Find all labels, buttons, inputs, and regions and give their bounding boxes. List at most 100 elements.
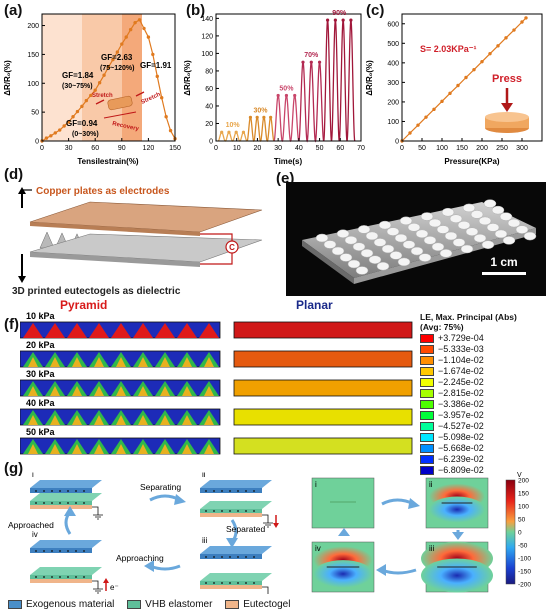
strain-data-point <box>106 65 111 69</box>
pressure-data-point <box>488 51 492 56</box>
fe-legend-swatch <box>420 356 434 366</box>
charge-dot <box>229 556 231 558</box>
eutectogel-layer <box>200 585 262 589</box>
capacitance-symbol: C <box>229 243 235 252</box>
pyramid-bump <box>360 248 374 258</box>
cycle-peak-point <box>227 130 231 134</box>
pyramid-stress <box>89 323 109 338</box>
charge-dot <box>67 576 69 578</box>
pyramid-stress-core <box>72 357 82 367</box>
strain-data-point <box>124 35 128 39</box>
stage-roman: iv <box>315 544 321 553</box>
charge-dot <box>205 582 207 584</box>
annot-range-30-75: (30~75%) <box>62 83 93 90</box>
colorbar-unit: V <box>517 472 522 479</box>
pyramid-stress <box>133 323 153 338</box>
charge-dot <box>43 502 45 504</box>
charge-dot <box>213 490 215 492</box>
y-tick-label: 100 <box>27 81 39 88</box>
pyramid-stress-core <box>138 415 148 425</box>
chart-c: 0 50 100 150 200 250 300 0 100 200 300 400 500 600 S=… <box>365 13 543 166</box>
charge-dot <box>75 576 77 578</box>
vhb-layer <box>30 567 102 575</box>
strain-data-point <box>128 27 133 32</box>
charge-dot <box>245 556 247 558</box>
pyramid-stress-core <box>116 415 126 425</box>
x-tick-label: 120 <box>143 145 155 152</box>
x-tick-label: 50 <box>316 145 324 152</box>
exogenous-plate <box>200 480 272 488</box>
pyramid-stress-core <box>94 357 104 367</box>
strain-data-point <box>44 136 49 140</box>
triboelectric-cycle: iiie⁻iiiive⁻SeparatingSeparatedApproachi… <box>8 472 279 594</box>
cycle-arrow-icon <box>381 568 417 575</box>
panel-label-d: (d) <box>4 166 24 183</box>
pyramid-bump <box>399 216 413 226</box>
pyramid-bump <box>441 207 455 217</box>
x-tick-label: 0 <box>214 145 218 152</box>
eutectogel-label: 3D printed eutectogels as dielectric <box>12 286 181 297</box>
pressure-data-point <box>448 91 452 96</box>
capacitor-illustration: Copper plates as electrodes C 3D printed… <box>12 186 263 297</box>
charge-dot <box>67 502 69 504</box>
fe-legend-swatch <box>420 411 434 421</box>
fe-legend-subtitle: (Avg: 75%) <box>420 322 464 332</box>
cycle-peak-point <box>284 93 289 98</box>
strain-data-point <box>71 115 75 119</box>
charge-dot <box>51 576 53 578</box>
y-tick-label: 100 <box>201 51 213 58</box>
fe-legend-value: −5.098e-02 <box>438 432 484 442</box>
pressure-data-point <box>480 59 484 64</box>
fe-legend-value: +3.729e-04 <box>438 333 484 343</box>
charge-dot <box>229 490 231 492</box>
y-tick-label: 0 <box>209 139 213 146</box>
fe-legend-value: −2.245e-02 <box>438 377 484 387</box>
fe-legend-item: −3.957e-02 <box>420 410 548 421</box>
x-tick-label: 0 <box>40 145 44 152</box>
pyramid-bump <box>452 238 466 247</box>
pyramid-stress-core <box>204 444 214 454</box>
fe-legend-value: −1.104e-02 <box>438 355 484 365</box>
charge-dot <box>83 502 85 504</box>
y-tick-label: 150 <box>27 52 39 59</box>
x-tick-label: 200 <box>476 145 488 152</box>
fe-legend-value: −3.386e-02 <box>438 399 484 409</box>
pyramid-bump <box>365 231 379 241</box>
fe-legend-item: −4.527e-02 <box>420 421 548 432</box>
y-tick-label: 120 <box>201 33 213 40</box>
pyramid-bump <box>473 233 487 243</box>
cycle-arrowhead-icon <box>226 538 238 548</box>
fe-legend-value: −1.674e-02 <box>438 366 484 376</box>
cycle-arrowhead-icon <box>144 560 154 572</box>
fe-legend-swatch <box>420 367 434 377</box>
cycle-label: 70% <box>304 52 319 59</box>
charge-dot <box>205 556 207 558</box>
chart-a-ylabel: ΔR/R₀(%) <box>3 60 12 96</box>
pyramid-bump <box>423 236 437 245</box>
annot-gf-094: GF=0.94 <box>66 119 98 128</box>
planar-header: Planar <box>296 298 333 312</box>
pyramid-stress-core <box>94 386 104 396</box>
pressure-data-point <box>456 83 460 88</box>
strain-data-point <box>62 124 66 128</box>
pyramid-bump <box>470 210 484 219</box>
colorbar-tick: -200 <box>518 582 531 589</box>
strain-data-point <box>160 96 164 100</box>
charge-dot <box>35 502 37 504</box>
pyramid-bump <box>339 253 353 262</box>
pyramid-bump <box>499 212 513 221</box>
y-tick-label: 40 <box>205 103 213 110</box>
pyramid-bump <box>415 229 429 239</box>
stage-roman: i <box>32 472 34 479</box>
colorbar-tick: 100 <box>518 504 529 511</box>
pyramid-header: Pyramid <box>60 298 108 312</box>
y-tick-label: 400 <box>387 60 399 67</box>
strain-data-point <box>142 26 146 31</box>
x-tick-label: 300 <box>516 145 528 152</box>
vhb-layer-side <box>200 581 262 585</box>
pyramid-stress-core <box>72 415 82 425</box>
fe-legend-value: −5.333e-03 <box>438 344 484 354</box>
cycle-peak-point <box>325 18 330 22</box>
planar-strip <box>233 321 413 339</box>
strain-data-point <box>155 74 159 79</box>
